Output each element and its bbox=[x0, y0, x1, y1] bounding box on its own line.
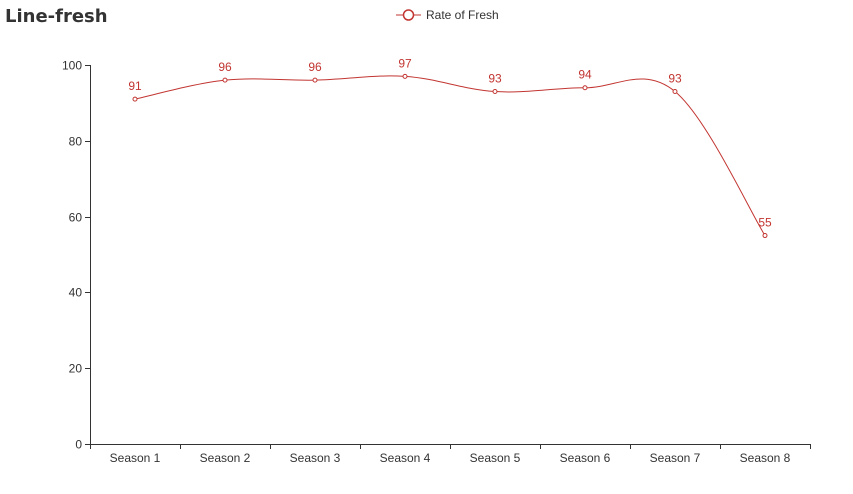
data-label: 96 bbox=[308, 60, 322, 74]
x-tick-label: Season 2 bbox=[200, 451, 251, 465]
x-tick-label: Season 5 bbox=[470, 451, 521, 465]
legend-line-circle-icon bbox=[396, 9, 421, 21]
data-point bbox=[222, 77, 228, 83]
x-tick-label: Season 8 bbox=[740, 451, 791, 465]
x-tick-label: Season 4 bbox=[380, 451, 431, 465]
chart-title: Line-fresh bbox=[5, 6, 108, 27]
data-label: 97 bbox=[398, 56, 412, 70]
data-point bbox=[492, 89, 498, 95]
data-label: 91 bbox=[128, 79, 142, 93]
x-tick-label: Season 6 bbox=[560, 451, 611, 465]
y-tick-label: 0 bbox=[75, 438, 82, 452]
y-tick-label: 60 bbox=[69, 211, 83, 225]
data-label: 55 bbox=[758, 216, 772, 230]
data-point bbox=[672, 89, 678, 95]
data-point bbox=[132, 96, 138, 102]
y-tick-label: 40 bbox=[69, 286, 83, 300]
series-line-rate-of-fresh bbox=[134, 75, 766, 236]
legend-item-rate-of-fresh[interactable]: Rate of Fresh bbox=[396, 6, 499, 24]
y-tick-label: 80 bbox=[69, 135, 83, 149]
data-point bbox=[762, 233, 768, 239]
data-point bbox=[582, 85, 588, 91]
legend-label: Rate of Fresh bbox=[426, 8, 499, 22]
y-tick-label: 100 bbox=[62, 59, 82, 73]
data-label: 93 bbox=[488, 72, 502, 86]
x-tick-label: Season 1 bbox=[110, 451, 161, 465]
x-tick-label: Season 3 bbox=[290, 451, 341, 465]
data-label: 96 bbox=[218, 60, 232, 74]
y-tick-label: 20 bbox=[69, 362, 83, 376]
data-label: 94 bbox=[578, 68, 592, 82]
data-point bbox=[312, 77, 318, 83]
x-tick-label: Season 7 bbox=[650, 451, 701, 465]
data-label: 93 bbox=[668, 72, 682, 86]
data-point bbox=[402, 73, 408, 79]
